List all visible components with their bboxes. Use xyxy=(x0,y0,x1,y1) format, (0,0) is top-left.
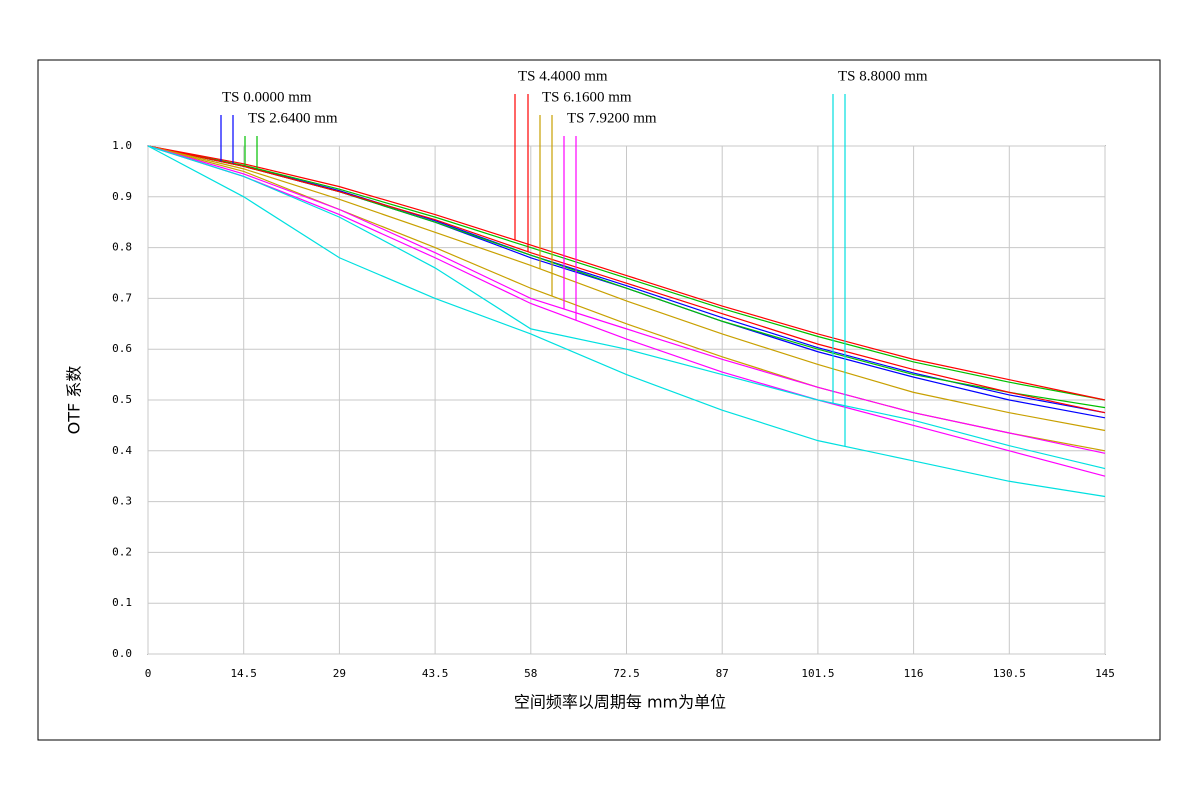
x-tick-label: 43.5 xyxy=(422,667,449,680)
otf-curve xyxy=(147,145,1106,401)
y-tick-label: 0.6 xyxy=(112,342,132,355)
x-axis-label: 空间频率以周期每 mm为单位 xyxy=(514,693,726,712)
y-tick-label: 0.7 xyxy=(112,291,132,304)
otf-curve xyxy=(147,145,1106,432)
y-tick-label: 0.2 xyxy=(112,545,132,558)
legend-label: TS 6.1600 mm xyxy=(542,89,632,105)
y-tick-label: 0.8 xyxy=(112,241,132,254)
x-tick-label: 14.5 xyxy=(230,667,257,680)
y-tick-label: 0.9 xyxy=(112,190,132,203)
y-tick-label: 1.0 xyxy=(112,139,132,152)
y-tick-label: 0.3 xyxy=(112,495,132,508)
x-tick-label: 0 xyxy=(145,667,152,680)
otf-curve xyxy=(147,145,1106,414)
otf-curve xyxy=(147,145,1106,454)
otf-curve xyxy=(147,145,1106,401)
y-tick-label: 0.0 xyxy=(112,647,132,660)
legend-label: TS 8.8000 mm xyxy=(838,68,928,84)
legend-label: TS 2.6400 mm xyxy=(248,110,338,126)
y-tick-label: 0.5 xyxy=(112,393,132,406)
frame xyxy=(37,59,1161,741)
y-tick-label: 0.1 xyxy=(112,596,132,609)
x-tick-label: 145 xyxy=(1095,667,1115,680)
x-tick-label: 116 xyxy=(904,667,924,680)
x-tick-label: 130.5 xyxy=(993,667,1026,680)
otf-curve xyxy=(147,145,1106,470)
x-tick-label: 58 xyxy=(524,667,537,680)
x-tick-label: 101.5 xyxy=(801,667,834,680)
x-tick-label: 87 xyxy=(716,667,729,680)
legend-label: TS 7.9200 mm xyxy=(567,110,657,126)
legend-label: TS 0.0000 mm xyxy=(222,89,312,105)
otf-curve xyxy=(147,145,1106,498)
legend-label: TS 4.4000 mm xyxy=(518,68,608,84)
otf-curve xyxy=(147,145,1106,477)
y-tick-label: 0.4 xyxy=(112,444,132,457)
x-tick-label: 29 xyxy=(333,667,346,680)
x-tick-label: 72.5 xyxy=(613,667,640,680)
y-axis-label: OTF 系数 xyxy=(65,366,84,435)
